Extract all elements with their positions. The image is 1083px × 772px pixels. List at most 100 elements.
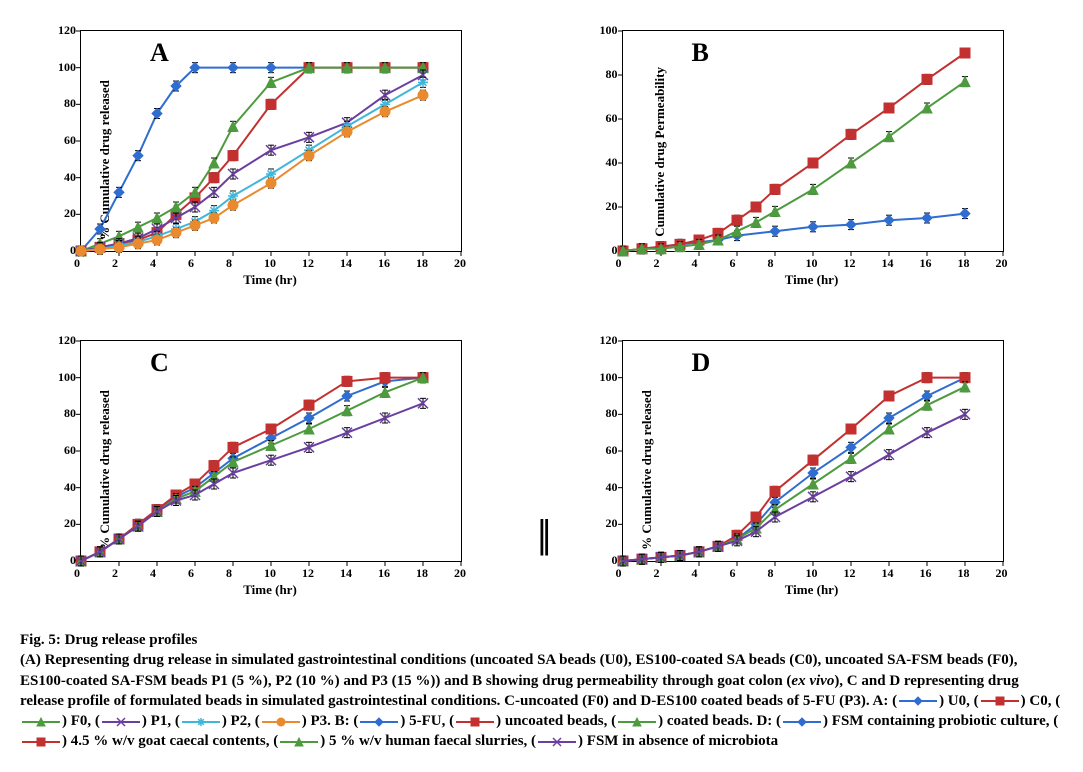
x-tick-label: 16 [378, 566, 390, 581]
panel-separator: || [538, 510, 548, 557]
x-tick-label: 12 [844, 566, 856, 581]
x-tick-label: 10 [264, 566, 276, 581]
x-tick-label: 0 [74, 256, 80, 271]
x-tick-label: 10 [806, 256, 818, 271]
y-tick-label: 80 [594, 67, 618, 82]
x-tick-label: 4 [150, 566, 156, 581]
x-tick-label: 18 [416, 566, 428, 581]
y-tick-label: 0 [52, 243, 76, 258]
x-tick-label: 0 [616, 566, 622, 581]
legend-marker-icon [180, 715, 222, 729]
y-tick-label: 80 [52, 406, 76, 421]
panel-label: B [692, 38, 709, 68]
x-tick-label: 20 [454, 566, 466, 581]
y-tick-label: 120 [52, 333, 76, 348]
chart-area [622, 30, 1004, 252]
chart-area [622, 340, 1004, 562]
panel-label: A [150, 38, 169, 68]
x-tick-label: 14 [340, 256, 352, 271]
x-tick-label: 20 [996, 566, 1008, 581]
legend-marker-icon [781, 715, 823, 729]
y-tick-label: 100 [594, 370, 618, 385]
y-tick-label: 40 [594, 155, 618, 170]
y-tick-label: 60 [52, 133, 76, 148]
chart-area [80, 340, 462, 562]
legend-marker-icon [536, 735, 578, 749]
x-tick-label: 10 [264, 256, 276, 271]
y-tick-label: 20 [594, 516, 618, 531]
x-axis-label: Time (hr) [622, 582, 1002, 598]
x-tick-label: 4 [692, 566, 698, 581]
figure-caption: Fig. 5: Drug release profiles (A) Repres… [20, 630, 1063, 752]
x-tick-label: 8 [226, 256, 232, 271]
x-tick-label: 2 [654, 256, 660, 271]
panel-a: % Cumulative drug released 0246810121416… [20, 20, 500, 300]
panel-label: D [692, 348, 711, 378]
caption-title: Fig. 5: Drug release profiles [20, 630, 1063, 650]
x-axis-label: Time (hr) [622, 272, 1002, 288]
x-tick-label: 12 [302, 256, 314, 271]
x-tick-label: 14 [882, 256, 894, 271]
x-tick-label: 0 [616, 256, 622, 271]
panel-c: % Cumulative drug released 0246810121416… [20, 330, 500, 610]
caption-body: (A) Representing drug release in simulat… [20, 650, 1063, 751]
panel-b: % Cumulative drug Permeability 024681012… [562, 20, 1042, 300]
y-tick-label: 0 [594, 553, 618, 568]
x-tick-label: 16 [378, 256, 390, 271]
chart-area [80, 30, 462, 252]
x-tick-label: 18 [416, 256, 428, 271]
legend-marker-icon [20, 715, 62, 729]
y-tick-label: 40 [52, 170, 76, 185]
x-tick-label: 8 [768, 566, 774, 581]
panel-d: || % Cumulative drug released 0246810121… [562, 330, 1042, 610]
y-tick-label: 40 [594, 480, 618, 495]
y-tick-label: 120 [594, 333, 618, 348]
x-tick-label: 2 [112, 566, 118, 581]
x-tick-label: 2 [112, 256, 118, 271]
x-tick-label: 18 [958, 256, 970, 271]
legend-marker-icon [100, 715, 142, 729]
x-tick-label: 12 [844, 256, 856, 271]
legend-marker-icon [616, 715, 658, 729]
y-tick-label: 20 [52, 206, 76, 221]
y-tick-label: 40 [52, 480, 76, 495]
legend-marker-icon [358, 715, 400, 729]
y-tick-label: 80 [52, 96, 76, 111]
x-tick-label: 16 [920, 256, 932, 271]
x-tick-label: 0 [74, 566, 80, 581]
y-tick-label: 20 [52, 516, 76, 531]
x-tick-label: 20 [454, 256, 466, 271]
legend-marker-icon [260, 715, 302, 729]
x-tick-label: 4 [150, 256, 156, 271]
panel-label: C [150, 348, 169, 378]
x-tick-label: 4 [692, 256, 698, 271]
legend-marker-icon [979, 694, 1021, 708]
y-tick-label: 120 [52, 23, 76, 38]
figure-grid: % Cumulative drug released 0246810121416… [20, 20, 1063, 610]
x-tick-label: 6 [730, 256, 736, 271]
y-tick-label: 60 [594, 443, 618, 458]
legend-marker-icon [454, 715, 496, 729]
x-tick-label: 6 [188, 256, 194, 271]
y-tick-label: 20 [594, 199, 618, 214]
legend-marker-icon [897, 694, 939, 708]
y-tick-label: 100 [52, 370, 76, 385]
x-tick-label: 16 [920, 566, 932, 581]
x-tick-label: 14 [882, 566, 894, 581]
y-tick-label: 60 [594, 111, 618, 126]
x-tick-label: 6 [730, 566, 736, 581]
y-tick-label: 0 [52, 553, 76, 568]
x-tick-label: 6 [188, 566, 194, 581]
x-tick-label: 8 [768, 256, 774, 271]
x-tick-label: 20 [996, 256, 1008, 271]
y-tick-label: 60 [52, 443, 76, 458]
legend-marker-icon [20, 735, 62, 749]
x-tick-label: 10 [806, 566, 818, 581]
x-axis-label: Time (hr) [80, 582, 460, 598]
y-tick-label: 100 [594, 23, 618, 38]
legend-marker-icon [278, 735, 320, 749]
x-tick-label: 2 [654, 566, 660, 581]
x-tick-label: 12 [302, 566, 314, 581]
x-tick-label: 14 [340, 566, 352, 581]
y-tick-label: 80 [594, 406, 618, 421]
